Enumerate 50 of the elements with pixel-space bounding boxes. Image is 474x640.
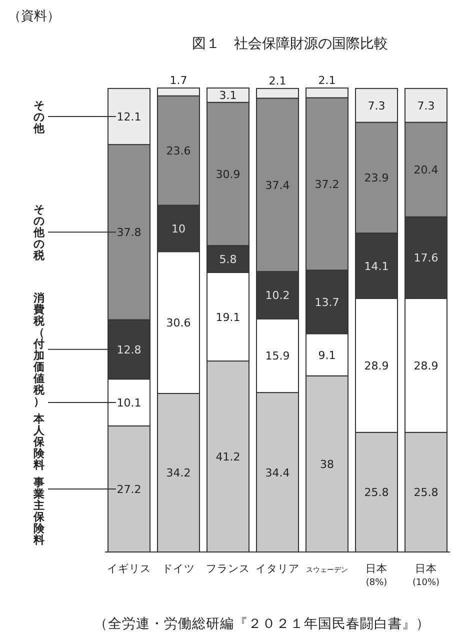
- data-label: 2.1: [318, 74, 336, 87]
- chart-title: 図１ 社会保障財源の国際比較: [192, 36, 388, 52]
- data-label: 2.1: [268, 74, 286, 88]
- data-label: 34.2: [166, 466, 191, 480]
- data-label: 7.3: [368, 99, 386, 112]
- text: （全労連・労働総研編『２０２１年国民春闘白書』）: [94, 616, 430, 632]
- x-tick-label: ドイツ: [162, 563, 195, 575]
- data-label: 25.8: [364, 486, 389, 500]
- data-label: 9.1: [318, 348, 336, 362]
- data-label: 14.1: [364, 260, 389, 273]
- text: 消費税（付加価値税）: [34, 291, 44, 408]
- text: その他の税: [32, 202, 46, 262]
- data-label: 37.8: [116, 226, 142, 240]
- x-tick-label: 日本 (8%): [366, 562, 388, 588]
- text: 事業主保険料: [32, 476, 46, 546]
- x-tick-label: 日本 (10%): [412, 562, 440, 588]
- data-label: 12.8: [116, 343, 142, 356]
- x-tick-label: イタリア: [256, 563, 300, 575]
- data-label: 23.6: [166, 144, 191, 158]
- x-tick-label: フランス: [206, 563, 250, 575]
- data-label: 38: [320, 458, 334, 471]
- data-label: 10: [172, 222, 186, 236]
- text: その他: [32, 98, 46, 135]
- data-label: 10.1: [116, 396, 142, 410]
- data-label: 30.9: [216, 168, 240, 181]
- data-label: 19.1: [216, 310, 240, 324]
- x-tick-label: イギリス: [107, 563, 151, 575]
- data-label: 5.8: [219, 253, 237, 266]
- data-label: 34.4: [265, 466, 290, 480]
- text: 本人保険料: [32, 412, 46, 472]
- data-label: 25.8: [414, 486, 438, 500]
- data-label: 37.4: [265, 178, 290, 192]
- data-label: 13.7: [314, 296, 340, 309]
- data-label: 28.9: [364, 359, 389, 372]
- data-label: 1.7: [170, 74, 188, 87]
- data-label: 3.1: [219, 89, 237, 102]
- data-label: 27.2: [116, 482, 142, 496]
- data-label: 15.9: [265, 350, 290, 363]
- data-label: 17.6: [414, 252, 438, 265]
- data-label: 12.1: [116, 110, 142, 124]
- data-label: 20.4: [414, 164, 438, 177]
- text: （資料）: [8, 9, 60, 24]
- data-label: 37.2: [314, 178, 340, 191]
- data-label: 10.2: [265, 289, 290, 302]
- plot: 27.2 10.1 12.8 37.8 12.1 34.2 30.6 10 23.6 1.7 41.2 19.1 5.8 30.9 3.1 34.4 15.9 10.2 37.4 2.1 38 9.1 13.7 37.2 2.1 25.8 28.9 14.1 23.9 7.3 25.8 28.9 17.6 20.4 7.3: [104, 74, 450, 552]
- data-label: 7.3: [417, 99, 435, 112]
- data-label: 41.2: [216, 450, 240, 464]
- data-label: 28.9: [414, 359, 438, 372]
- data-label: 30.6: [166, 316, 191, 330]
- data-label: 23.9: [364, 172, 389, 185]
